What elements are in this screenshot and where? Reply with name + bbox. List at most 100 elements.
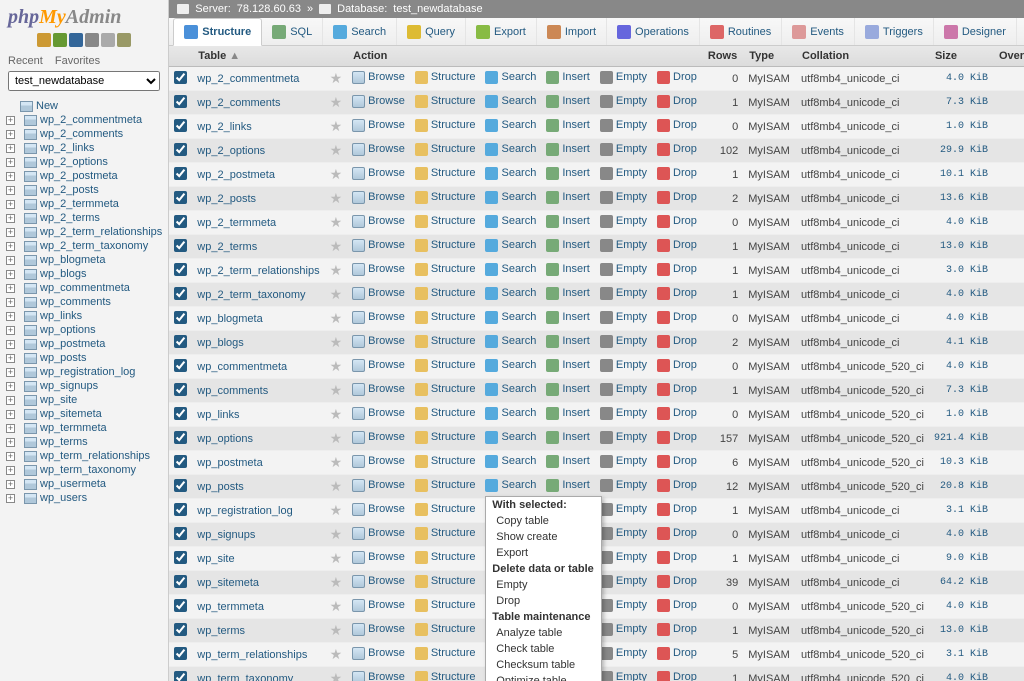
tab-routines[interactable]: Routines [700, 18, 782, 45]
table-name[interactable]: wp_postmeta [197, 457, 262, 469]
expand-icon[interactable]: + [6, 228, 15, 237]
structure-action[interactable]: Structure [415, 167, 476, 180]
expand-icon[interactable]: + [6, 172, 15, 181]
browse-action[interactable]: Browse [352, 575, 405, 588]
tree-item[interactable]: +wp_2_links [4, 141, 164, 155]
empty-action[interactable]: Empty [600, 455, 647, 468]
structure-action[interactable]: Structure [415, 239, 476, 252]
tree-item[interactable]: +wp_signups [4, 379, 164, 393]
favorite-icon[interactable]: ★ [330, 70, 343, 86]
browse-action[interactable]: Browse [352, 407, 405, 420]
row-checkbox[interactable] [174, 671, 187, 681]
favorite-icon[interactable]: ★ [330, 382, 343, 398]
table-name[interactable]: wp_sitemeta [197, 577, 259, 589]
row-checkbox[interactable] [174, 455, 187, 468]
tree-item[interactable]: +wp_2_term_taxonomy [4, 239, 164, 253]
expand-icon[interactable]: + [6, 214, 15, 223]
expand-icon[interactable]: + [6, 354, 15, 363]
drop-action[interactable]: Drop [657, 335, 697, 348]
ctx-item[interactable]: Empty [486, 577, 601, 593]
table-name[interactable]: wp_2_term_relationships [197, 265, 319, 277]
tree-item[interactable]: +wp_options [4, 323, 164, 337]
tree-item[interactable]: +wp_2_term_relationships [4, 225, 164, 239]
expand-icon[interactable]: + [6, 298, 15, 307]
ctx-item[interactable]: Copy table [486, 513, 601, 529]
search-action[interactable]: Search [485, 287, 536, 300]
browse-action[interactable]: Browse [352, 119, 405, 132]
row-checkbox[interactable] [174, 263, 187, 276]
ctx-item[interactable]: Export [486, 545, 601, 561]
row-checkbox[interactable] [174, 311, 187, 324]
expand-icon[interactable]: + [6, 382, 15, 391]
structure-action[interactable]: Structure [415, 311, 476, 324]
ctx-item[interactable]: Analyze table [486, 625, 601, 641]
tree-item[interactable]: +wp_termmeta [4, 421, 164, 435]
browse-action[interactable]: Browse [352, 311, 405, 324]
tree-item[interactable]: +wp_2_terms [4, 211, 164, 225]
drop-action[interactable]: Drop [657, 527, 697, 540]
tab-structure[interactable]: Structure [173, 18, 262, 46]
drop-action[interactable]: Drop [657, 359, 697, 372]
col-collation[interactable]: Collation [796, 46, 929, 67]
tree-item[interactable]: +wp_site [4, 393, 164, 407]
favorite-icon[interactable]: ★ [330, 310, 343, 326]
recent-link[interactable]: Recent [8, 55, 43, 67]
structure-action[interactable]: Structure [415, 503, 476, 516]
favorite-icon[interactable]: ★ [330, 646, 343, 662]
tree-item[interactable]: +wp_comments [4, 295, 164, 309]
insert-action[interactable]: Insert [546, 335, 590, 348]
drop-action[interactable]: Drop [657, 551, 697, 564]
expand-icon[interactable]: + [6, 186, 15, 195]
browse-action[interactable]: Browse [352, 431, 405, 444]
table-name[interactable]: wp_posts [197, 481, 243, 493]
expand-icon[interactable]: + [6, 480, 15, 489]
table-name[interactable]: wp_2_terms [197, 241, 257, 253]
ctx-item[interactable]: Drop [486, 593, 601, 609]
structure-action[interactable]: Structure [415, 335, 476, 348]
tree-item[interactable]: +wp_2_comments [4, 127, 164, 141]
ctx-item[interactable]: Checksum table [486, 657, 601, 673]
drop-action[interactable]: Drop [657, 239, 697, 252]
expand-icon[interactable]: + [6, 396, 15, 405]
favorite-icon[interactable]: ★ [330, 166, 343, 182]
table-name[interactable]: wp_signups [197, 529, 255, 541]
browse-action[interactable]: Browse [352, 263, 405, 276]
settings-icon[interactable] [85, 33, 99, 47]
tab-triggers[interactable]: Triggers [855, 18, 934, 45]
search-action[interactable]: Search [485, 263, 536, 276]
row-checkbox[interactable] [174, 359, 187, 372]
search-action[interactable]: Search [485, 143, 536, 156]
expand-icon[interactable]: + [6, 438, 15, 447]
empty-action[interactable]: Empty [600, 191, 647, 204]
browse-action[interactable]: Browse [352, 527, 405, 540]
structure-action[interactable]: Structure [415, 431, 476, 444]
table-name[interactable]: wp_links [197, 409, 239, 421]
tree-item[interactable]: +wp_2_options [4, 155, 164, 169]
table-name[interactable]: wp_site [197, 553, 234, 565]
col-type[interactable]: Type [743, 46, 796, 67]
structure-action[interactable]: Structure [415, 263, 476, 276]
row-checkbox[interactable] [174, 239, 187, 252]
structure-action[interactable]: Structure [415, 143, 476, 156]
search-action[interactable]: Search [485, 479, 536, 492]
empty-action[interactable]: Empty [600, 95, 647, 108]
col-size[interactable]: Size [929, 46, 993, 67]
tree-item[interactable]: +wp_registration_log [4, 365, 164, 379]
insert-action[interactable]: Insert [546, 239, 590, 252]
server-name[interactable]: 78.128.60.63 [237, 3, 301, 15]
browse-action[interactable]: Browse [352, 191, 405, 204]
insert-action[interactable]: Insert [546, 119, 590, 132]
tree-item[interactable]: +wp_2_termmeta [4, 197, 164, 211]
browse-action[interactable]: Browse [352, 215, 405, 228]
drop-action[interactable]: Drop [657, 263, 697, 276]
insert-action[interactable]: Insert [546, 191, 590, 204]
empty-action[interactable]: Empty [600, 575, 647, 588]
structure-action[interactable]: Structure [415, 71, 476, 84]
table-name[interactable]: wp_2_posts [197, 193, 256, 205]
search-action[interactable]: Search [485, 431, 536, 444]
empty-action[interactable]: Empty [600, 119, 647, 132]
browse-action[interactable]: Browse [352, 239, 405, 252]
row-checkbox[interactable] [174, 623, 187, 636]
drop-action[interactable]: Drop [657, 503, 697, 516]
search-action[interactable]: Search [485, 455, 536, 468]
